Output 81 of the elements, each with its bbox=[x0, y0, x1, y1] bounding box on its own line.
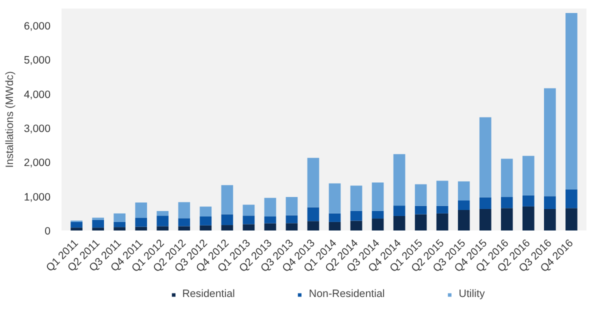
bar bbox=[135, 226, 148, 230]
bar bbox=[328, 222, 341, 230]
bar bbox=[566, 208, 578, 230]
bar bbox=[178, 202, 190, 218]
bar bbox=[393, 206, 406, 216]
bar bbox=[114, 227, 126, 230]
bar bbox=[544, 208, 556, 230]
bar bbox=[522, 156, 534, 196]
bar bbox=[328, 183, 341, 214]
bar bbox=[135, 218, 148, 227]
bar bbox=[544, 88, 556, 196]
bar bbox=[458, 200, 470, 210]
bar bbox=[458, 210, 470, 230]
y-tick-label: 4,000 bbox=[24, 88, 51, 101]
bar bbox=[500, 158, 513, 198]
bar bbox=[70, 228, 82, 230]
bar bbox=[114, 222, 126, 228]
bar bbox=[372, 218, 384, 230]
bar bbox=[350, 210, 362, 221]
bar bbox=[436, 180, 448, 206]
bar bbox=[566, 12, 578, 190]
bar bbox=[200, 206, 212, 216]
bar bbox=[350, 186, 362, 211]
bar bbox=[178, 226, 190, 230]
y-tick-label: 5,000 bbox=[24, 54, 51, 67]
bar bbox=[156, 226, 169, 230]
legend-label: Non-Residential bbox=[308, 288, 385, 300]
bar bbox=[479, 208, 492, 230]
bar bbox=[500, 208, 513, 230]
bar bbox=[436, 213, 448, 230]
bar bbox=[479, 197, 492, 209]
bar bbox=[286, 215, 298, 224]
bar bbox=[436, 206, 448, 214]
bar bbox=[307, 207, 320, 222]
bar bbox=[544, 196, 556, 209]
bar bbox=[221, 185, 234, 214]
bar bbox=[70, 222, 82, 228]
bar bbox=[178, 218, 190, 226]
bar bbox=[307, 221, 320, 230]
bar bbox=[414, 184, 427, 206]
bar bbox=[414, 206, 427, 214]
bar bbox=[200, 225, 212, 230]
bar bbox=[286, 223, 298, 230]
bar bbox=[372, 210, 384, 219]
legend-label: Residential bbox=[182, 288, 235, 300]
bar bbox=[92, 220, 104, 228]
bar bbox=[242, 204, 255, 216]
bar bbox=[242, 224, 255, 230]
y-tick-label: 3,000 bbox=[24, 123, 51, 136]
bar bbox=[114, 213, 126, 222]
y-tick-label: 2,000 bbox=[24, 157, 51, 170]
bar bbox=[156, 216, 169, 226]
bar bbox=[350, 220, 362, 230]
bar bbox=[566, 189, 578, 208]
bar bbox=[264, 223, 276, 230]
bar bbox=[242, 216, 255, 224]
bar bbox=[479, 117, 492, 198]
bar bbox=[221, 225, 234, 230]
y-tick-label: 6,000 bbox=[24, 20, 51, 33]
bar bbox=[92, 228, 104, 230]
bar bbox=[156, 211, 169, 216]
y-tick-label: 0 bbox=[44, 226, 51, 238]
bar bbox=[264, 198, 276, 216]
bar bbox=[393, 216, 406, 230]
bar bbox=[264, 216, 276, 224]
bar bbox=[414, 214, 427, 230]
y-axis-title: Installations (MWdc) bbox=[4, 71, 16, 168]
bar bbox=[522, 195, 534, 206]
bar bbox=[328, 213, 341, 222]
bar bbox=[372, 182, 384, 211]
bar bbox=[221, 214, 234, 226]
legend-label: Utility bbox=[458, 288, 485, 300]
y-tick-label: 1,000 bbox=[24, 191, 51, 204]
bar bbox=[135, 202, 148, 218]
bar bbox=[500, 197, 513, 208]
bar bbox=[393, 154, 406, 206]
bar bbox=[307, 158, 320, 208]
bar bbox=[286, 197, 298, 216]
bar bbox=[458, 181, 470, 200]
bar bbox=[522, 206, 534, 230]
bar bbox=[200, 216, 212, 226]
